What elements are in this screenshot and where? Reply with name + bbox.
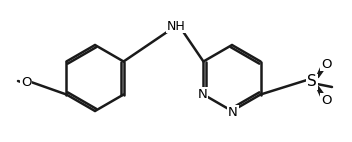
Text: N: N bbox=[197, 88, 207, 101]
Text: N: N bbox=[228, 106, 238, 119]
Text: O: O bbox=[321, 93, 331, 106]
Text: NH: NH bbox=[166, 19, 186, 33]
Text: S: S bbox=[307, 75, 317, 89]
Text: O: O bbox=[21, 76, 31, 88]
Text: O: O bbox=[321, 58, 331, 70]
